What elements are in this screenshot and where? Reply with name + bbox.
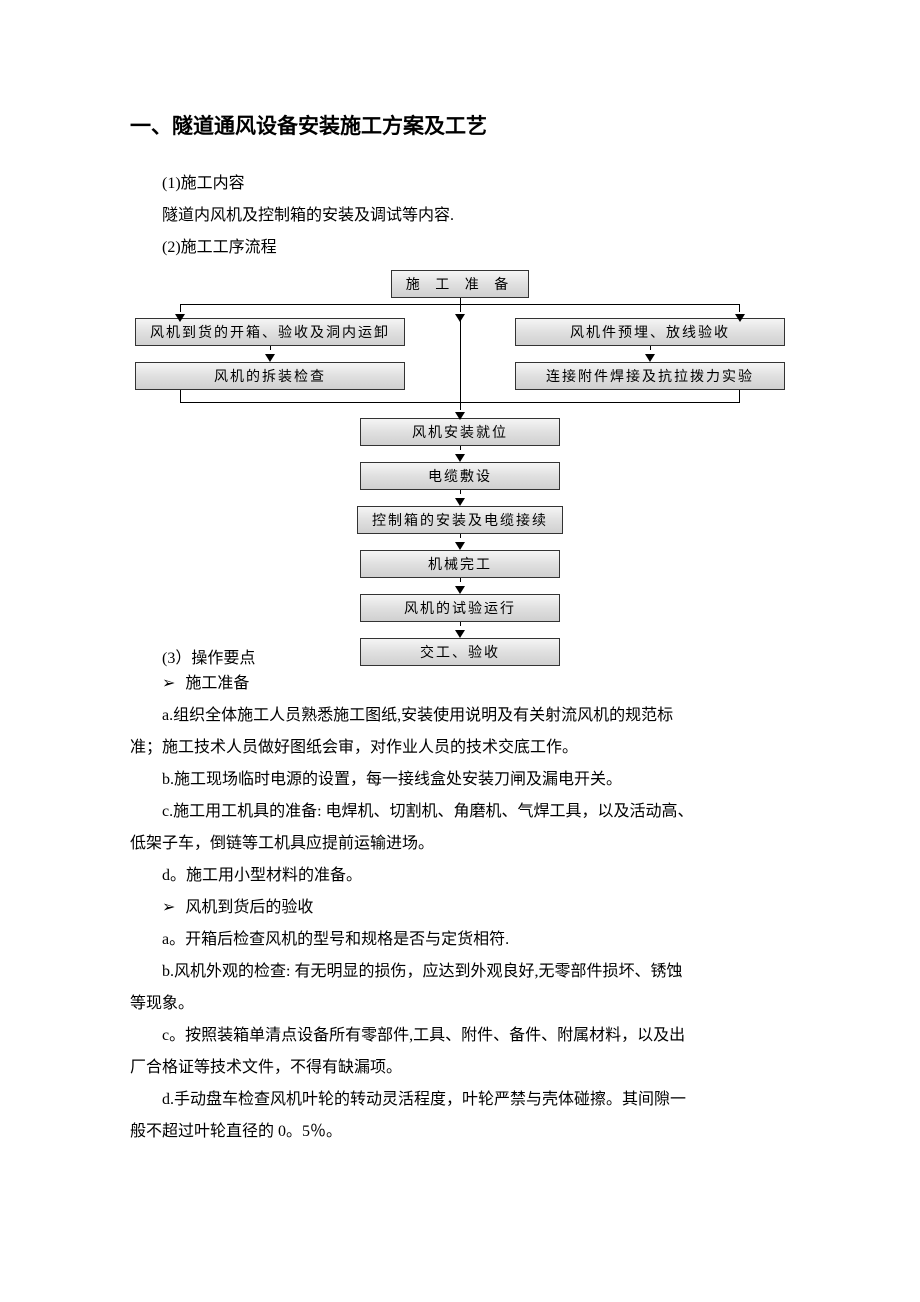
flow-node-c1: 风机安装就位 [360, 418, 560, 446]
body-b3b: 厂合格证等技术文件，不得有缺漏项。 [130, 1052, 790, 1084]
body-b3: c。按照装箱单清点设备所有零部件,工具、附件、备件、附属材料，以及出 [130, 1020, 790, 1052]
flow-node-c5: 风机的试验运行 [360, 594, 560, 622]
bullet-2: ➢ 风机到货后的验收 [130, 892, 790, 924]
flow-node-c3: 控制箱的安装及电缆接续 [357, 506, 563, 534]
body-b1: a。开箱后检查风机的型号和规格是否与定货相符. [130, 924, 790, 956]
flow-node-top: 施 工 准 备 [391, 270, 530, 298]
flow-node-c4: 机械完工 [360, 550, 560, 578]
body-a3: c.施工用工机具的准备: 电焊机、切割机、角磨机、气焊工具，以及活动高、 [130, 796, 790, 828]
body-a4: d。施工用小型材料的准备。 [130, 860, 790, 892]
section-heading: 一、隧道通风设备安装施工方案及工艺 [130, 110, 790, 140]
flow-node-c6: 交工、验收 [360, 638, 560, 666]
flow-node-left1: 风机到货的开箱、验收及洞内运卸 [135, 318, 405, 346]
body-a2: b.施工现场临时电源的设置，每一接线盒处安装刀闸及漏电开关。 [130, 764, 790, 796]
flow-node-right1: 风机件预埋、放线验收 [515, 318, 785, 346]
p1-body: 隧道内风机及控制箱的安装及调试等内容. [130, 200, 790, 232]
body-b2b: 等现象。 [130, 988, 790, 1020]
flow-node-c2: 电缆敷设 [360, 462, 560, 490]
bullet-1-text: 施工准备 [185, 675, 249, 692]
body-b4: d.手动盘车检查风机叶轮的转动灵活程度，叶轮严禁与壳体碰擦。其间隙一 [130, 1084, 790, 1116]
p1-label: (1)施工内容 [130, 168, 790, 200]
body-a3b: 低架子车，倒链等工机具应提前运输进场。 [130, 828, 790, 860]
flow-node-right2: 连接附件焊接及抗拉拨力实验 [515, 362, 785, 390]
bullet-icon: ➢ [162, 675, 175, 692]
p2-label: (2)施工工序流程 [130, 232, 790, 264]
bullet-1: ➢ 施工准备 [130, 668, 790, 700]
body-a1b: 准；施工技术人员做好图纸会审，对作业人员的技术交底工作。 [130, 732, 790, 764]
p3-label: (3）操作要点 [130, 644, 255, 668]
bullet-2-text: 风机到货后的验收 [185, 899, 313, 916]
bullet-icon: ➢ [162, 899, 175, 916]
flow-node-left2: 风机的拆装检查 [135, 362, 405, 390]
flowchart: 施 工 准 备 风机到货的开箱、验收及洞内运卸 风机的拆装检查 风机件预埋、放线… [130, 270, 790, 666]
body-b4b: 般不超过叶轮直径的 0。5％。 [130, 1116, 790, 1148]
body-a1: a.组织全体施工人员熟悉施工图纸,安装使用说明及有关射流风机的规范标 [130, 700, 790, 732]
body-b2: b.风机外观的检查: 有无明显的损伤，应达到外观良好,无零部件损坏、锈蚀 [130, 956, 790, 988]
